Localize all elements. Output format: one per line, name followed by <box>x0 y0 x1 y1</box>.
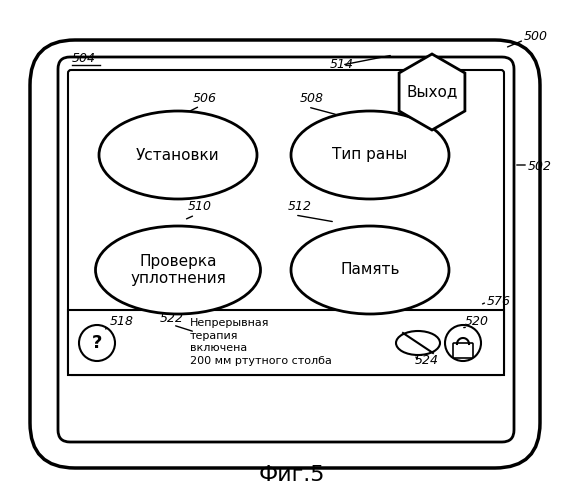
Text: Проверка
уплотнения: Проверка уплотнения <box>130 254 226 286</box>
Text: 502: 502 <box>528 160 552 173</box>
FancyBboxPatch shape <box>453 343 473 358</box>
Text: 506: 506 <box>193 92 217 105</box>
Text: 522: 522 <box>160 312 184 325</box>
Ellipse shape <box>99 111 257 199</box>
FancyBboxPatch shape <box>58 57 514 442</box>
Ellipse shape <box>96 226 260 314</box>
Ellipse shape <box>291 226 449 314</box>
Text: 500: 500 <box>524 30 548 43</box>
Polygon shape <box>399 54 465 130</box>
Text: Фиг.5: Фиг.5 <box>259 465 325 485</box>
Text: 576: 576 <box>487 295 511 308</box>
Text: Память: Память <box>340 262 400 278</box>
Text: 512: 512 <box>288 200 312 213</box>
Text: Непрерывная
терапия
включена
200 мм ртутного столба: Непрерывная терапия включена 200 мм ртут… <box>190 318 332 366</box>
Ellipse shape <box>396 331 440 355</box>
Text: 508: 508 <box>300 92 324 105</box>
Text: 514: 514 <box>330 58 354 71</box>
Text: 504: 504 <box>72 52 96 65</box>
Text: 520: 520 <box>465 315 489 328</box>
Circle shape <box>445 325 481 361</box>
Text: ?: ? <box>92 334 102 352</box>
Polygon shape <box>68 310 504 375</box>
FancyBboxPatch shape <box>30 40 540 468</box>
Ellipse shape <box>291 111 449 199</box>
FancyBboxPatch shape <box>68 70 504 375</box>
Text: Выход: Выход <box>406 84 458 100</box>
Text: Тип раны: Тип раны <box>332 148 408 162</box>
Text: 524: 524 <box>415 354 439 367</box>
Text: 510: 510 <box>188 200 212 213</box>
Text: Установки: Установки <box>136 148 220 162</box>
Text: 518: 518 <box>110 315 134 328</box>
Circle shape <box>79 325 115 361</box>
